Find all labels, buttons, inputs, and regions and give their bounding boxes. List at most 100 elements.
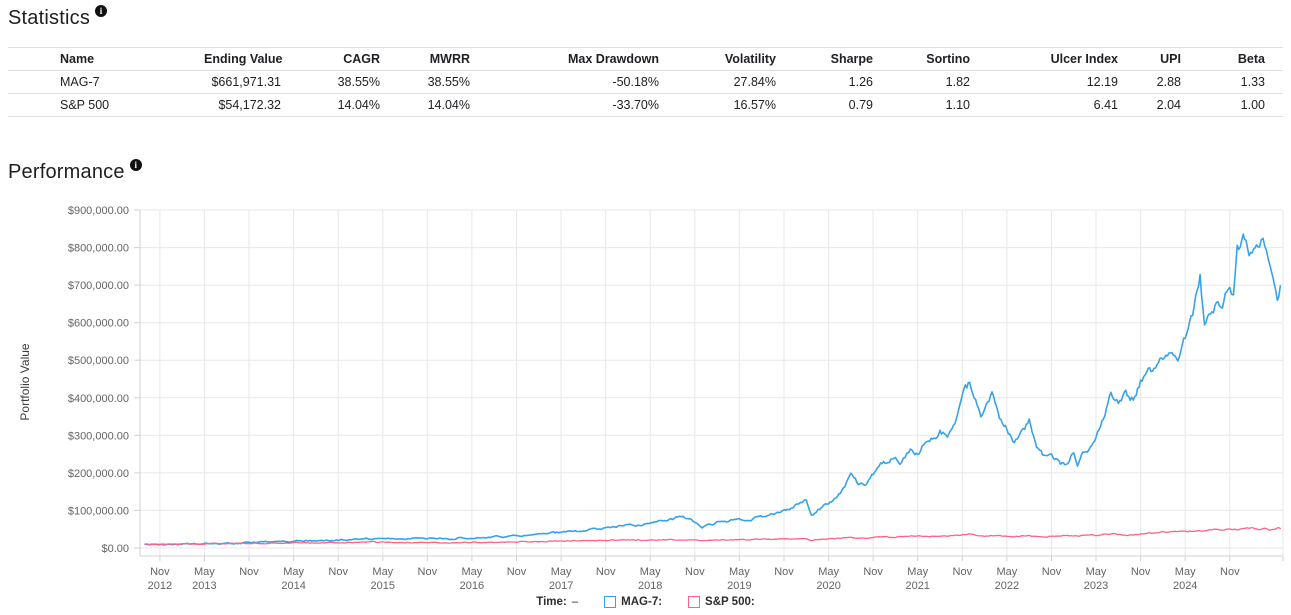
legend-item-time: Time: – (536, 596, 578, 608)
y-tick-label: $400,000.00 (68, 393, 129, 405)
table-cell: 0.79 (792, 93, 889, 117)
x-tick-label: Nov (774, 566, 794, 578)
stats-table-body: MAG-7 $661,971.31 38.55% 38.55% -50.18% 27.84… (8, 70, 1283, 117)
x-tick-year-label: 2023 (1084, 580, 1108, 592)
statistics-heading: Statistics i (8, 5, 108, 30)
col-header-mwrr: MWRR (396, 47, 486, 71)
table-cell: 2.04 (1134, 93, 1197, 117)
x-tick-label: May (997, 566, 1018, 578)
x-tick-label: May (194, 566, 215, 578)
x-tick-label: Nov (418, 566, 438, 578)
statistics-title: Statistics (8, 7, 91, 29)
y-tick-label: $300,000.00 (68, 430, 129, 442)
table-row: MAG-7 $661,971.31 38.55% 38.55% -50.18% 27.84… (8, 70, 1283, 94)
x-tick-label: Nov (863, 566, 883, 578)
y-tick-label: $200,000.00 (68, 468, 129, 480)
y-tick-label: $600,000.00 (68, 318, 129, 330)
table-cell: -50.18% (486, 70, 675, 94)
x-tick-label: May (551, 566, 572, 578)
table-cell: 2.88 (1134, 70, 1197, 94)
table-cell: 38.55% (297, 70, 396, 94)
table-cell: -33.70% (486, 93, 675, 117)
series-line-mag-7 (144, 233, 1282, 546)
table-cell: 6.41 (986, 93, 1134, 117)
performance-title: Performance (8, 161, 125, 183)
table-cell: 1.33 (1197, 70, 1283, 94)
table-row: S&P 500 $54,172.32 14.04% 14.04% -33.70% 16.5… (8, 93, 1283, 117)
table-cell: $661,971.31 (188, 70, 297, 94)
y-tick-label: $700,000.00 (68, 280, 129, 292)
table-cell: 14.04% (396, 93, 486, 117)
chart-legend-series: MAG-7: S&P 500: (604, 596, 755, 608)
table-cell: $54,172.32 (188, 93, 297, 117)
table-cell: MAG-7 (8, 70, 188, 94)
x-tick-label: Nov (150, 566, 170, 578)
legend-item-s-p-500[interactable]: S&P 500: (688, 596, 755, 608)
info-icon[interactable]: i (129, 159, 142, 171)
table-cell: 1.82 (889, 70, 986, 94)
table-cell: 27.84% (675, 70, 792, 94)
x-tick-year-label: 2024 (1173, 580, 1197, 592)
x-tick-year-label: 2018 (638, 580, 662, 592)
x-tick-label: Nov (1042, 566, 1062, 578)
legend-item-mag-7[interactable]: MAG-7: (604, 596, 662, 608)
col-header-beta: Beta (1197, 47, 1283, 71)
x-tick-label: May (462, 566, 483, 578)
x-tick-year-label: 2015 (371, 580, 395, 592)
table-cell: 12.19 (986, 70, 1134, 94)
x-tick-label: May (372, 566, 393, 578)
y-tick-label: $0.00 (101, 543, 129, 555)
legend-time-label: Time: (536, 596, 567, 608)
y-tick-label: $100,000.00 (68, 505, 129, 517)
x-tick-label: Nov (328, 566, 348, 578)
legend-label: MAG-7: (621, 596, 663, 608)
col-header-sharpe: Sharpe (792, 47, 889, 71)
x-tick-year-label: 2022 (995, 580, 1019, 592)
x-tick-label: Nov (1220, 566, 1240, 578)
legend-time-value: – (571, 596, 579, 608)
info-icon[interactable]: i (95, 5, 108, 17)
legend-swatch (688, 596, 701, 608)
x-tick-label: Nov (953, 566, 973, 578)
col-header-volatility: Volatility (675, 47, 792, 71)
col-header-upi: UPI (1134, 47, 1197, 71)
col-header-sortino: Sortino (889, 47, 986, 71)
x-tick-year-label: 2019 (727, 580, 751, 592)
x-tick-year-label: 2021 (905, 580, 929, 592)
legend-label: S&P 500: (705, 596, 755, 608)
x-tick-year-label: 2020 (816, 580, 840, 592)
x-tick-year-label: 2016 (460, 580, 484, 592)
y-tick-label: $800,000.00 (68, 243, 129, 255)
col-header-max-drawdown: Max Drawdown (486, 47, 675, 71)
x-tick-label: Nov (1131, 566, 1151, 578)
x-tick-label: May (729, 566, 750, 578)
x-tick-label: May (1086, 566, 1107, 578)
x-tick-year-label: 2017 (549, 580, 573, 592)
performance-chart[interactable]: Nov 2012 May 2013 Nov May 2014 Nov May 2015 Nov May… (0, 190, 1291, 594)
x-tick-label: Nov (507, 566, 527, 578)
table-cell: 1.10 (889, 93, 986, 117)
performance-heading: Performance i (8, 159, 142, 184)
table-cell: 16.57% (675, 93, 792, 117)
table-cell: 38.55% (396, 70, 486, 94)
x-tick-label: May (818, 566, 839, 578)
y-tick-label: $900,000.00 (68, 205, 129, 217)
x-tick-year-label: 2012 (148, 580, 172, 592)
table-cell: 1.00 (1197, 93, 1283, 117)
x-tick-label: May (640, 566, 661, 578)
stats-table: Name Ending Value CAGR MWRR Max Drawdown Vola… (8, 47, 1283, 117)
table-cell: S&P 500 (8, 93, 188, 117)
series-line-sp-500 (144, 526, 1281, 546)
stats-header-row: Name Ending Value CAGR MWRR Max Drawdown Vola… (8, 47, 1283, 71)
x-tick-label: May (907, 566, 928, 578)
col-header-name: Name (8, 47, 188, 71)
chart-legend: Time: – MAG-7: S&P 500: (0, 596, 1291, 608)
x-tick-label: Nov (685, 566, 705, 578)
x-tick-label: May (283, 566, 304, 578)
x-tick-year-label: 2013 (192, 580, 216, 592)
y-tick-label: $500,000.00 (68, 355, 129, 367)
col-header-ending-value: Ending Value (188, 47, 297, 71)
x-tick-label: Nov (239, 566, 259, 578)
col-header-ulcer-index: Ulcer Index (986, 47, 1134, 71)
